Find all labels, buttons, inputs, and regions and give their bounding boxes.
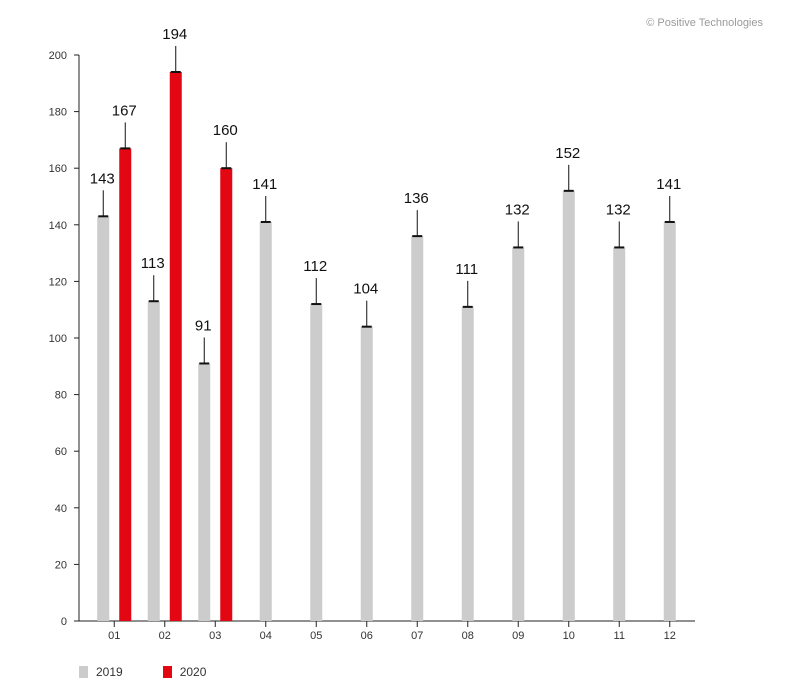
data-label-2019-06: 104 [353, 281, 378, 298]
data-label-2019-10: 152 [555, 145, 580, 162]
y-tick-label-180: 180 [49, 107, 67, 119]
bar-2019-11 [613, 247, 626, 621]
data-label-2020-03: 160 [213, 122, 238, 139]
bar-2020-02 [169, 71, 182, 622]
y-tick-label-100: 100 [49, 333, 67, 345]
x-tick-label-12: 12 [664, 630, 676, 642]
y-tick-label-0: 0 [61, 616, 67, 628]
x-tick-label-08: 08 [462, 630, 474, 642]
y-tick-label-40: 40 [55, 503, 67, 515]
x-tick-label-07: 07 [411, 630, 423, 642]
data-label-2019-11: 132 [606, 201, 631, 218]
y-tick-label-60: 60 [55, 446, 67, 458]
x-tick-label-09: 09 [512, 630, 524, 642]
legend-label-2019: 2019 [96, 665, 123, 679]
data-label-2019-09: 132 [505, 201, 530, 218]
bar-2019-07 [411, 236, 424, 621]
data-label-2019-04: 141 [252, 176, 277, 193]
legend-swatch-2020 [162, 666, 172, 678]
data-label-2019-02: 113 [141, 255, 165, 272]
data-label-2019-03: 91 [195, 317, 212, 334]
bar-2019-02 [147, 301, 160, 621]
bar-2019-10 [562, 190, 575, 621]
bar-2019-05 [310, 304, 323, 621]
x-tick-label-01: 01 [108, 630, 120, 642]
x-tick-label-06: 06 [361, 630, 373, 642]
bar-2019-06 [360, 326, 373, 621]
y-tick-label-120: 120 [49, 276, 67, 288]
data-label-2019-12: 141 [656, 176, 681, 193]
x-tick-label-03: 03 [209, 630, 221, 642]
data-label-2019-05: 112 [303, 258, 327, 275]
bar-2019-12 [663, 221, 676, 621]
legend-item-2019: 2019 [79, 665, 123, 679]
x-tick-label-11: 11 [614, 630, 625, 642]
legend-label-2020: 2020 [179, 665, 207, 679]
bar-2019-04 [259, 221, 272, 621]
bar-2019-03 [198, 363, 211, 621]
data-label-2019-01: 143 [90, 170, 115, 187]
data-label-2019-08: 111 [455, 261, 478, 278]
y-tick-label-140: 140 [49, 220, 67, 232]
y-tick-label-200: 200 [49, 50, 67, 62]
bar-2020-03 [220, 168, 233, 621]
legend-swatch-2019 [79, 666, 88, 678]
x-tick-label-10: 10 [563, 630, 575, 642]
data-label-2020-02: 194 [162, 26, 187, 43]
x-tick-label-02: 02 [159, 630, 171, 642]
legend: 2019 2020 [79, 665, 206, 679]
x-tick-label-05: 05 [310, 630, 322, 642]
y-tick-label-160: 160 [49, 163, 67, 175]
data-label-2019-07: 136 [404, 190, 429, 207]
bar-2019-08 [461, 306, 474, 621]
bar-2020-01 [119, 148, 132, 621]
bar-2019-09 [512, 247, 525, 621]
data-label-2020-01: 167 [112, 102, 137, 119]
x-tick-label-04: 04 [260, 630, 272, 642]
bar-2019-01 [97, 216, 110, 621]
legend-item-2020: 2020 [162, 665, 207, 679]
copyright-text: © Positive Technologies [646, 17, 763, 29]
y-tick-label-80: 80 [55, 390, 67, 402]
y-tick-label-20: 20 [55, 559, 67, 571]
